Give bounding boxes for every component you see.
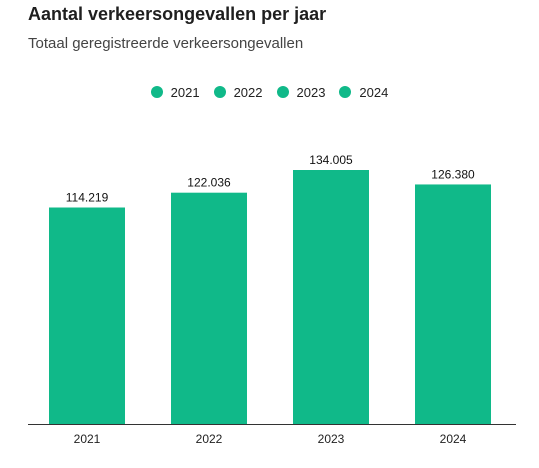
data-label-2023: 134.005 [309, 153, 353, 167]
legend-item-2021[interactable]: 2021 [150, 82, 200, 102]
legend-item-2024[interactable]: 2024 [339, 82, 388, 102]
bar-2023[interactable] [293, 170, 369, 424]
chart-title: Aantal verkeersongevallen per jaar [28, 4, 327, 24]
data-label-2022: 122.036 [187, 176, 231, 190]
legend-swatch-2023 [276, 86, 289, 98]
chart-subtitle: Totaal geregistreerde verkeersongevallen [28, 35, 304, 52]
legend-label-2024: 2024 [359, 84, 389, 100]
legend-item-2023[interactable]: 2023 [276, 82, 326, 102]
bar-2024[interactable] [415, 184, 491, 424]
legend-swatch-2021 [150, 86, 163, 98]
legend-item-2022[interactable]: 2022 [213, 82, 263, 102]
x-tick-label-2024: 2024 [440, 432, 467, 446]
x-tick-label-2023: 2023 [318, 432, 345, 446]
legend-swatch-2022 [213, 86, 226, 98]
bar-2022[interactable] [171, 192, 247, 424]
data-label-2024: 126.380 [431, 167, 475, 181]
chart-legend: 2021 2022 2023 2024 [0, 82, 539, 102]
x-tick-label-2021: 2021 [74, 432, 101, 446]
data-label-2021: 114.219 [66, 191, 109, 205]
legend-label-2021: 2021 [170, 84, 200, 100]
bar-2021[interactable] [49, 207, 125, 424]
legend-label-2022: 2022 [233, 84, 263, 100]
legend-swatch-2024 [339, 86, 352, 98]
legend-label-2023: 2023 [296, 84, 326, 100]
x-tick-label-2022: 2022 [196, 432, 223, 446]
